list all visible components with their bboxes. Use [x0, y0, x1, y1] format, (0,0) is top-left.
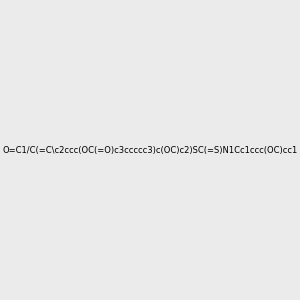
- Text: O=C1/C(=C\c2ccc(OC(=O)c3ccccc3)c(OC)c2)SC(=S)N1Cc1ccc(OC)cc1: O=C1/C(=C\c2ccc(OC(=O)c3ccccc3)c(OC)c2)S…: [2, 146, 298, 154]
